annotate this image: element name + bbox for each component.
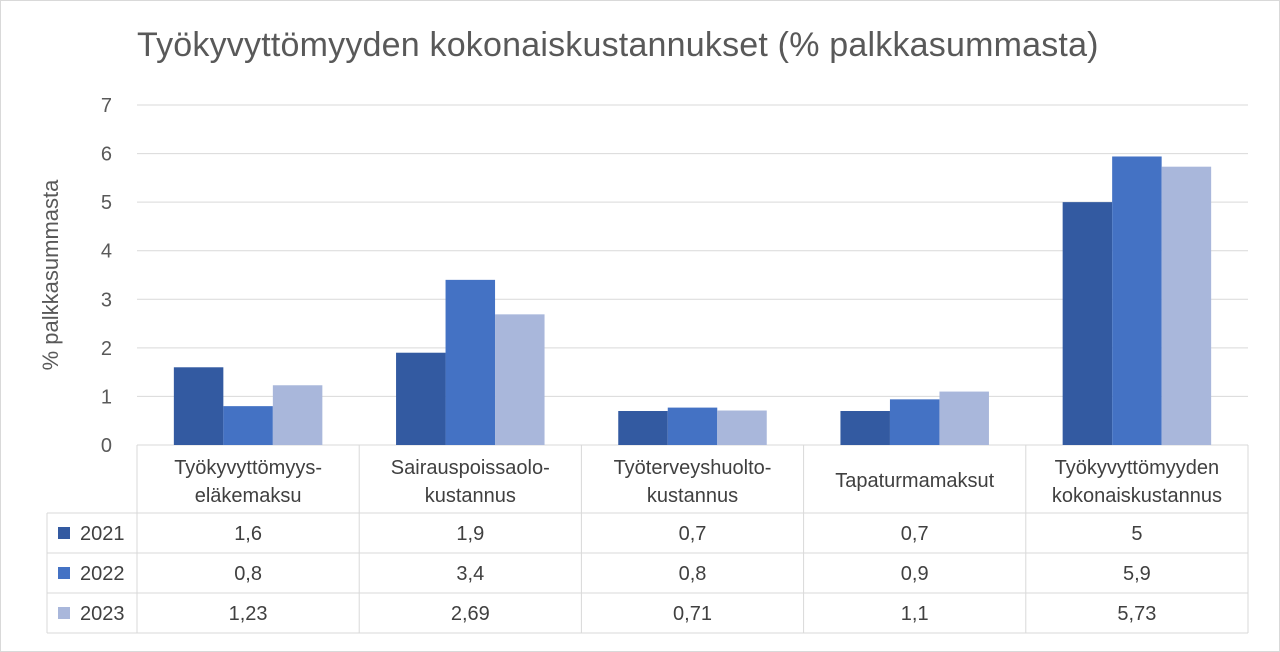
bar-2023 [717, 410, 767, 445]
x-tick-label: Työkyvyttömyyden [1055, 457, 1220, 479]
bar-2021 [173, 367, 224, 445]
y-tick-label: 7 [101, 95, 112, 117]
x-tick-label: Sairauspoissaolo- [391, 457, 550, 479]
bar-2021 [618, 411, 668, 445]
bar-2021 [1062, 202, 1113, 445]
bar-2022 [223, 406, 273, 445]
bar-2023 [495, 314, 545, 445]
bar-2022 [445, 279, 496, 445]
data-label: 0,8 [679, 563, 707, 585]
bar-2023 [272, 385, 323, 445]
bar-2023 [1161, 166, 1212, 445]
x-tick-label: Työterveyshuolto- [614, 457, 772, 479]
x-tick-label: eläkemaksu [195, 485, 302, 507]
data-label: 0,7 [679, 523, 707, 545]
y-tick-label: 0 [101, 435, 112, 457]
chart-title: Työkyvyttömyyden kokonaiskustannukset (%… [137, 26, 1099, 64]
data-label: 1,6 [234, 523, 262, 545]
bar-2021 [396, 352, 446, 445]
legend-swatch-2023 [58, 607, 70, 619]
legend-swatch-2021 [58, 527, 70, 539]
y-tick-label: 5 [101, 192, 112, 214]
data-label: 0,8 [234, 563, 262, 585]
legend-label: 2023 [80, 603, 125, 625]
data-label: 1,9 [456, 523, 484, 545]
data-label: 5,73 [1117, 603, 1156, 625]
y-tick-label: 2 [101, 338, 112, 360]
bar-2021 [840, 411, 890, 445]
data-label: 2,69 [451, 603, 490, 625]
y-tick-label: 6 [101, 144, 112, 166]
data-label: 5,9 [1123, 563, 1151, 585]
y-tick-label: 1 [101, 386, 112, 408]
data-label: 0,7 [901, 523, 929, 545]
data-label: 5 [1131, 523, 1142, 545]
x-tick-label: kokonaiskustannus [1052, 485, 1222, 507]
x-tick-label: kustannus [425, 485, 516, 507]
bar-2022 [667, 407, 718, 445]
data-label: 0,9 [901, 563, 929, 585]
bar-2022 [1112, 156, 1162, 445]
data-label: 3,4 [456, 563, 484, 585]
bar-2022 [889, 399, 940, 445]
x-tick-label: Työkyvyttömyys- [174, 457, 322, 479]
y-tick-label: 3 [101, 289, 112, 311]
data-label: 0,71 [673, 603, 712, 625]
x-tick-label: Tapaturmamaksut [835, 470, 994, 492]
legend-label: 2021 [80, 523, 125, 545]
legend-swatch-2022 [58, 567, 70, 579]
y-tick-label: 4 [101, 241, 112, 263]
data-label: 1,1 [901, 603, 929, 625]
x-tick-label: kustannus [647, 485, 738, 507]
legend-label: 2022 [80, 563, 125, 585]
data-label: 1,23 [229, 603, 268, 625]
bar-2023 [939, 391, 989, 445]
